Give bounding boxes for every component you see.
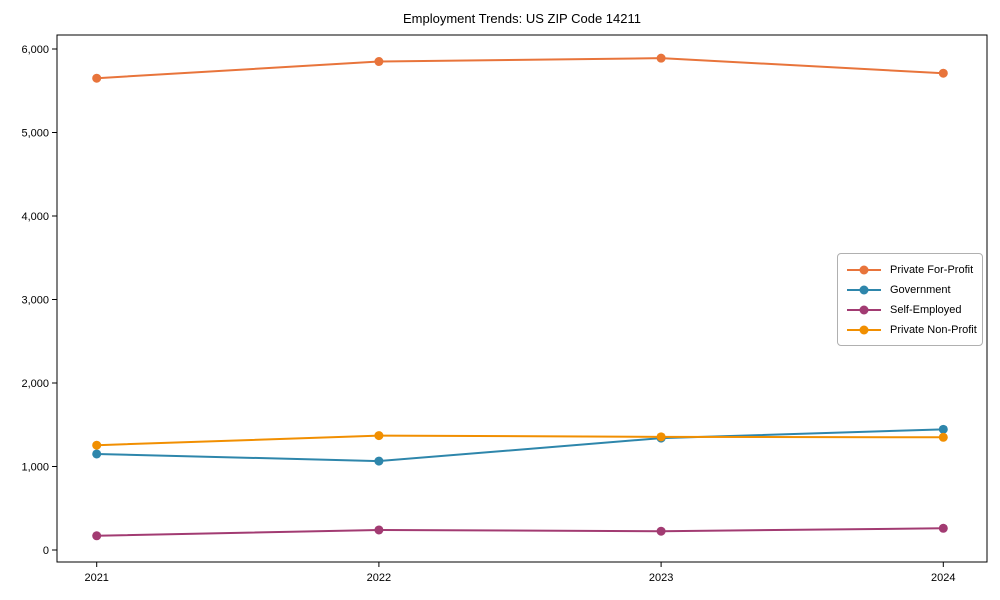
legend-label: Private Non-Profit <box>890 323 977 336</box>
svg-text:6,000: 6,000 <box>21 44 49 56</box>
legend-label: Government <box>890 283 951 296</box>
chart-title: Employment Trends: US ZIP Code 14211 <box>403 11 641 26</box>
chart-legend: Private For-Profit Government Self-Emplo… <box>837 253 983 346</box>
svg-text:3,000: 3,000 <box>21 295 49 307</box>
legend-line-marker-icon <box>847 285 881 294</box>
svg-text:2022: 2022 <box>367 572 391 584</box>
svg-text:2021: 2021 <box>84 572 108 584</box>
legend-label: Self-Employed <box>890 303 962 316</box>
svg-text:2024: 2024 <box>931 572 955 584</box>
legend-line-marker-icon <box>847 265 881 274</box>
legend-entry-government: Government <box>845 280 974 299</box>
legend-label: Private For-Profit <box>890 263 974 276</box>
svg-text:0: 0 <box>43 545 49 557</box>
legend-entry-private-for-profit: Private For-Profit <box>845 260 974 279</box>
svg-text:2,000: 2,000 <box>21 378 49 390</box>
svg-text:4,000: 4,000 <box>21 211 49 223</box>
legend-line-marker-icon <box>847 325 881 334</box>
legend-line-marker-icon <box>847 305 881 314</box>
legend-entry-self-employed: Self-Employed <box>845 300 974 319</box>
svg-text:1,000: 1,000 <box>21 462 49 474</box>
legend-entry-private-non-profit: Private Non-Profit <box>845 320 977 339</box>
svg-text:2023: 2023 <box>649 572 673 584</box>
svg-text:5,000: 5,000 <box>21 128 49 140</box>
